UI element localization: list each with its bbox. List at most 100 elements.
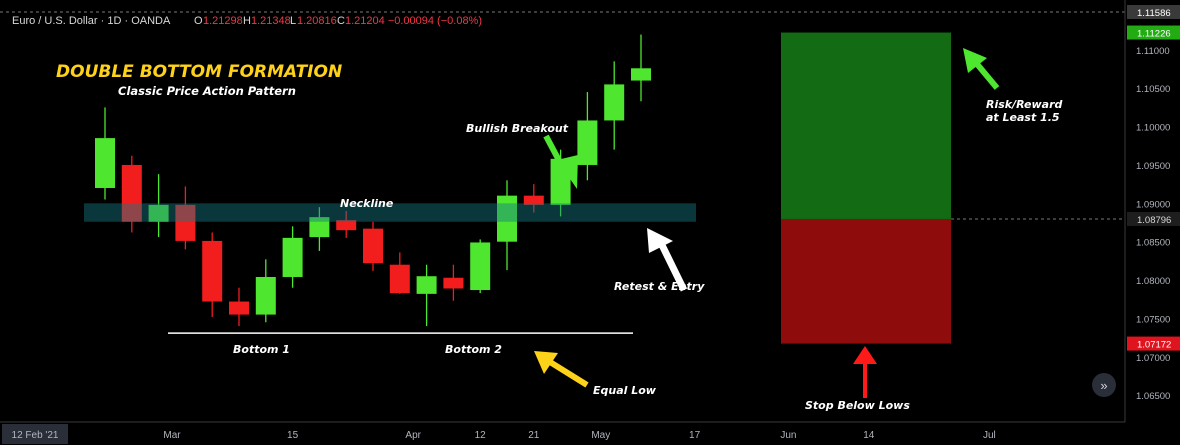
candle-body bbox=[497, 195, 517, 242]
candle bbox=[336, 211, 357, 238]
candle-body bbox=[470, 242, 491, 291]
candle-body bbox=[255, 276, 276, 315]
price-tag: 1.11586 bbox=[1127, 5, 1180, 19]
ohlc-open-value: 1.21298 bbox=[203, 15, 243, 27]
candle-body bbox=[577, 120, 598, 165]
candle-body bbox=[631, 68, 651, 81]
candle-body bbox=[121, 164, 142, 222]
candle bbox=[148, 174, 169, 238]
symbol-name: Euro / U.S. Dollar · 1D · OANDA bbox=[12, 15, 171, 27]
price-tag-bg bbox=[1127, 336, 1180, 351]
stop-below-lows-label: Stop Below Lows bbox=[805, 399, 910, 412]
time-axis-ticks: 12 Feb '21 Mar 15 Apr 12 21 May 17 Jun 14 Jul bbox=[2, 424, 996, 444]
stop-loss-zone bbox=[781, 218, 951, 344]
time-tick-label: Jul bbox=[983, 430, 996, 441]
candle bbox=[202, 232, 223, 317]
time-tick-label: 15 bbox=[287, 430, 299, 441]
price-tag: 1.11226 bbox=[1127, 25, 1180, 40]
time-tick-label: Mar bbox=[163, 430, 181, 441]
candles-group bbox=[95, 34, 651, 327]
candle bbox=[497, 180, 517, 271]
ohlc-close-label: C bbox=[337, 15, 345, 27]
candle-body bbox=[443, 277, 464, 289]
candle-body bbox=[148, 204, 169, 222]
price-tick-label: 1.08500 bbox=[1136, 238, 1170, 249]
candle bbox=[309, 207, 330, 251]
price-tag-bg bbox=[1127, 5, 1180, 19]
price-tick-label: 1.06500 bbox=[1136, 391, 1170, 402]
price-tag: 1.08796 bbox=[1127, 211, 1180, 226]
price-tick-label: 1.07000 bbox=[1136, 353, 1170, 364]
double-chevron-right-icon: » bbox=[1100, 378, 1107, 393]
arrows bbox=[534, 48, 1000, 398]
price-tick-label: 1.10000 bbox=[1136, 123, 1170, 134]
candle-body bbox=[229, 301, 249, 315]
candle bbox=[523, 184, 544, 213]
candle-body bbox=[336, 220, 357, 231]
price-tick-label: 1.09000 bbox=[1136, 199, 1170, 210]
candle bbox=[604, 61, 625, 150]
candle bbox=[389, 252, 410, 294]
candle-body bbox=[282, 237, 303, 277]
candle bbox=[282, 226, 303, 288]
price-tag-label: 1.11586 bbox=[1137, 8, 1171, 19]
time-tick-label: May bbox=[591, 430, 610, 441]
bullish-breakout-label: Bullish Breakout bbox=[466, 122, 569, 135]
candle-body bbox=[416, 276, 437, 294]
candle-body bbox=[604, 84, 625, 121]
price-tag-label: 1.11226 bbox=[1137, 29, 1171, 40]
risk-reward-label-line1: Risk/Reward bbox=[986, 98, 1063, 111]
ohlc-high-value: 1.21348 bbox=[251, 15, 291, 27]
price-tag-bg bbox=[1127, 211, 1180, 226]
time-tick-label: 17 bbox=[689, 430, 701, 441]
ohlc-low-label: L bbox=[290, 15, 296, 27]
time-tick-label: 12 Feb '21 bbox=[12, 430, 59, 441]
stop-loss-arrow bbox=[853, 346, 877, 398]
annotations: DOUBLE BOTTOM FORMATION Classic Price Ac… bbox=[56, 62, 1063, 412]
ohlc-high-label: H bbox=[243, 15, 251, 27]
candle bbox=[255, 259, 276, 323]
bullish-breakout-arrow bbox=[543, 134, 578, 189]
price-tick-label: 1.11000 bbox=[1136, 46, 1170, 57]
candle bbox=[121, 155, 142, 233]
price-axis: 1.06500 1.07000 1.07500 1.08000 1.08500 1.090… bbox=[1124, 0, 1180, 445]
chart-subtitle: Classic Price Action Pattern bbox=[118, 84, 296, 98]
candle-body bbox=[309, 217, 330, 238]
price-tag-label: 1.08796 bbox=[1137, 215, 1171, 226]
price-tag-label: 1.07172 bbox=[1137, 340, 1171, 351]
price-tick-label: 1.07500 bbox=[1136, 314, 1170, 325]
price-tick-label: 1.09500 bbox=[1136, 161, 1170, 172]
candle bbox=[577, 92, 598, 181]
time-tick-label: 12 bbox=[475, 430, 487, 441]
time-tick-label: Jun bbox=[780, 430, 796, 441]
equal-low-label: Equal Low bbox=[593, 384, 657, 397]
neckline-label: Neckline bbox=[340, 197, 394, 210]
retest-entry-arrow bbox=[647, 228, 688, 292]
candle-body bbox=[363, 228, 383, 264]
price-tick-label: 1.10500 bbox=[1136, 84, 1170, 95]
price-tick-label: 1.08000 bbox=[1136, 276, 1170, 287]
time-tick-label: 14 bbox=[863, 430, 875, 441]
price-axis-ticks: 1.06500 1.07000 1.07500 1.08000 1.08500 1.090… bbox=[1136, 46, 1170, 402]
candle bbox=[470, 239, 491, 294]
time-axis: 12 Feb '21 Mar 15 Apr 12 21 May 17 Jun 14 Jul bbox=[0, 421, 1125, 444]
time-tick-label: Apr bbox=[405, 430, 421, 441]
equal-low-arrow bbox=[534, 351, 589, 388]
candle bbox=[443, 264, 464, 301]
candle bbox=[95, 107, 115, 200]
price-tags: 1.11586 1.11226 1.08796 1.07172 bbox=[1127, 5, 1180, 351]
candle bbox=[416, 264, 437, 327]
profit-target-zone bbox=[781, 32, 951, 219]
candle-body bbox=[95, 138, 115, 188]
price-tag-bg bbox=[1127, 25, 1180, 40]
candle-body bbox=[523, 195, 544, 205]
time-tick-label: 21 bbox=[528, 430, 540, 441]
time-tag-bg bbox=[2, 424, 68, 444]
ohlc-open-label: O bbox=[194, 15, 203, 27]
bottom1-label: Bottom 1 bbox=[233, 343, 290, 356]
ohlc-close-value: 1.21204 −0.00094 (−0.08%) bbox=[345, 15, 482, 27]
candle bbox=[363, 221, 383, 271]
scroll-to-realtime-button[interactable]: » bbox=[1092, 373, 1116, 397]
risk-reward-label-line2: at Least 1.5 bbox=[986, 111, 1060, 124]
